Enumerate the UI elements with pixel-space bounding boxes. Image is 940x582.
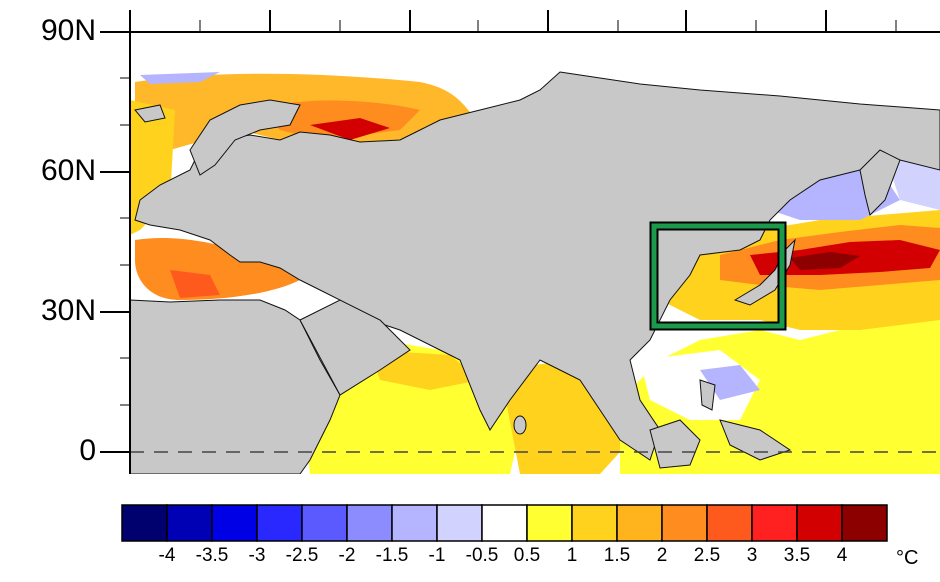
land: [130, 71, 940, 474]
colorbar-swatch: [751, 504, 798, 542]
colorbar-tick-label: -0.5: [465, 545, 499, 566]
map-minor-ticks: [120, 20, 897, 406]
map-area: [130, 32, 940, 474]
colorbar-tick-label: 1: [566, 545, 578, 566]
colorbar-swatch: [841, 504, 888, 542]
colorbar-tick-label: -3.5: [195, 545, 229, 566]
colorbar-tick-label: -4: [158, 545, 176, 566]
colorbar-tick-label: 0.5: [513, 545, 541, 566]
colorbar-swatch: [526, 504, 573, 542]
colorbar: [121, 504, 888, 542]
colorbar-tick-label: -2.5: [285, 545, 319, 566]
colorbar-tick-label: -1: [428, 545, 446, 566]
colorbar-tick-label: 1.5: [603, 545, 631, 566]
lat-label-0: 0: [79, 434, 96, 467]
colorbar-swatch: [796, 504, 843, 542]
colorbar-swatch: [616, 504, 663, 542]
colorbar-swatch: [706, 504, 753, 542]
colorbar-tick-label: -2: [338, 545, 356, 566]
colorbar-tick-label: 3.5: [783, 545, 811, 566]
colorbar-swatch: [256, 504, 303, 542]
colorbar-swatch: [481, 504, 528, 542]
map-axes: [100, 10, 940, 474]
lat-label-60n: 60N: [40, 154, 96, 187]
colorbar-tick-label: 3: [746, 545, 758, 566]
colorbar-tick-label: 4: [836, 545, 848, 566]
colorbar-swatch: [436, 504, 483, 542]
colorbar-unit: °C: [896, 547, 919, 569]
colorbar-tick-label: -1.5: [375, 545, 409, 566]
colorbar-tick-label: 2.5: [693, 545, 721, 566]
lat-label-30n: 30N: [40, 294, 96, 327]
colorbar-swatch: [166, 504, 213, 542]
colorbar-swatch: [346, 504, 393, 542]
colorbar-swatch: [301, 504, 348, 542]
colorbar-tick-label: 2: [656, 545, 668, 566]
colorbar-swatch: [121, 504, 168, 542]
colorbar-swatch: [571, 504, 618, 542]
anomaly-field: [130, 72, 940, 474]
lat-label-90n: 90N: [40, 14, 96, 47]
colorbar-swatch: [211, 504, 258, 542]
colorbar-tick-label: -3: [248, 545, 266, 566]
colorbar-swatch: [661, 504, 708, 542]
colorbar-swatch: [391, 504, 438, 542]
